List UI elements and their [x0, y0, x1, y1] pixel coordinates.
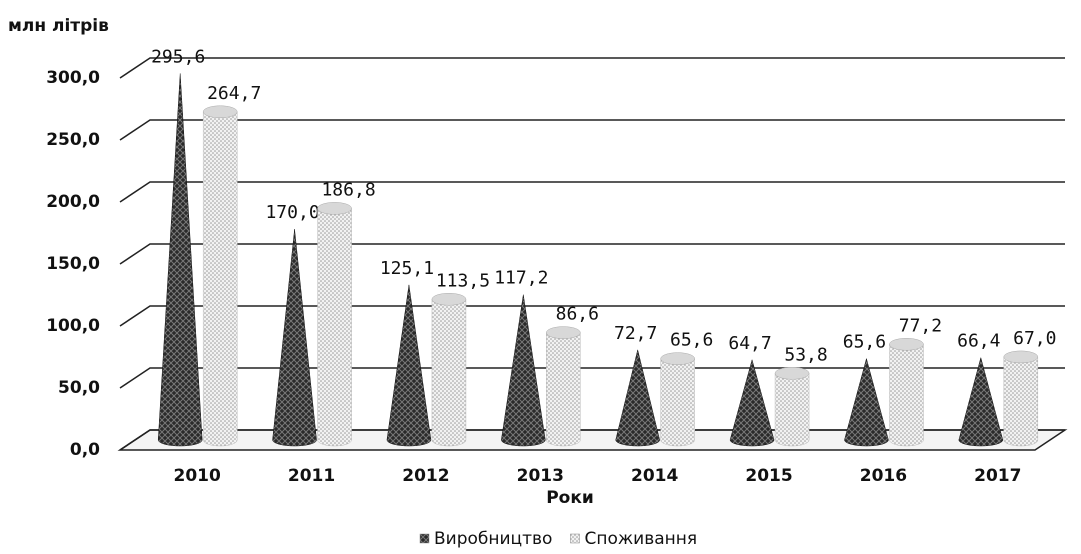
grid-line [119, 367, 1065, 389]
cone [615, 349, 660, 447]
x-tick-label: 2014 [631, 466, 678, 486]
value-label: 66,4 [957, 331, 1000, 352]
y-tick-label: 100,0 [46, 316, 100, 336]
value-label: 186,8 [321, 179, 375, 200]
x-tick-label: 2013 [517, 466, 564, 486]
cone [729, 358, 775, 447]
value-label: 295,6 [151, 46, 205, 67]
grid-line [119, 119, 1065, 141]
x-tick-label: 2015 [745, 466, 792, 486]
value-label: 77,2 [899, 315, 942, 336]
value-label: 117,2 [494, 268, 548, 289]
cone [386, 284, 432, 447]
y-tick-label: 300,0 [46, 68, 100, 88]
legend-swatch [419, 533, 430, 544]
value-label: 125,1 [380, 258, 434, 279]
value-label: 65,6 [843, 332, 886, 353]
legend-label: Споживання [584, 529, 697, 549]
cylinder [431, 299, 467, 447]
legend-swatch [570, 533, 580, 544]
legend-label: Виробництво [434, 529, 552, 549]
cylinder-top [889, 338, 924, 351]
value-label: 86,6 [556, 304, 599, 325]
y-tick-label: 50,0 [58, 378, 100, 398]
cone [844, 357, 889, 447]
y-tick-label: 150,0 [46, 254, 100, 274]
cylinder [202, 111, 238, 447]
cylinder [546, 332, 581, 447]
cylinder [889, 344, 924, 447]
cylinder [1003, 356, 1039, 447]
x-tick-label: 2017 [974, 466, 1021, 486]
grid-line [119, 305, 1065, 327]
grid-line [119, 181, 1065, 203]
y-tick-label: 0,0 [70, 440, 100, 460]
y-tick-label: 200,0 [46, 192, 100, 212]
cylinder-top [1003, 350, 1039, 364]
cone [501, 294, 546, 447]
value-label: 264,7 [207, 83, 261, 104]
cylinder-top [660, 352, 695, 365]
cylinder [317, 208, 352, 447]
value-label: 65,6 [670, 330, 713, 351]
cylinder-top [546, 326, 581, 339]
cone [272, 229, 317, 447]
value-label: 64,7 [728, 333, 771, 354]
value-label: 67,0 [1013, 328, 1056, 349]
cylinder-top [317, 202, 352, 215]
cylinder [660, 358, 695, 447]
value-label: 113,5 [436, 270, 490, 291]
x-tick-label: 2010 [174, 466, 221, 486]
x-tick-label: 2016 [860, 466, 907, 486]
value-label: 170,0 [265, 202, 319, 223]
value-label: 72,7 [614, 323, 657, 344]
value-label: 53,8 [784, 344, 827, 365]
x-axis-label: Роки [546, 488, 594, 508]
cylinder-top [774, 367, 810, 380]
cylinder-top [431, 293, 467, 306]
x-tick-label: 2011 [288, 466, 335, 486]
y-axis-label: млн літрів [8, 16, 109, 36]
cylinder [774, 373, 810, 447]
grid-line [119, 57, 1065, 79]
grid-line [119, 243, 1065, 265]
cylinder-top [202, 105, 238, 119]
y-tick-label: 250,0 [46, 130, 100, 150]
x-tick-label: 2012 [402, 466, 449, 486]
cone [157, 73, 203, 447]
cone [958, 356, 1004, 447]
